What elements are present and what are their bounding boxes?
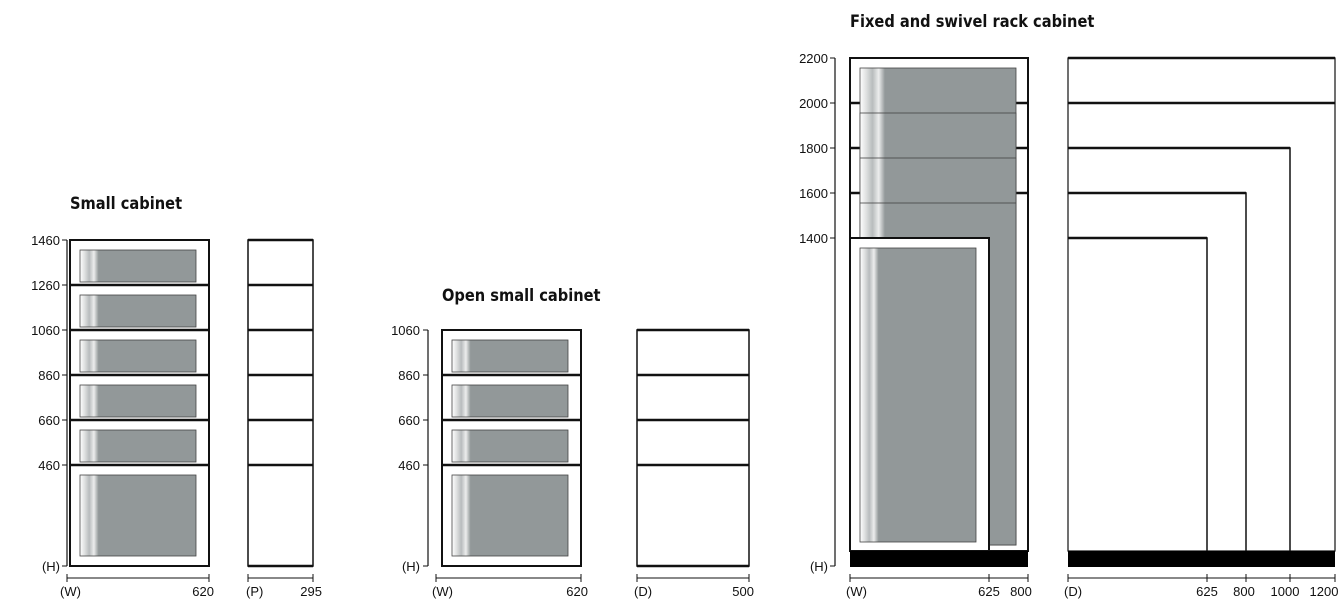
open-door-3 — [451, 429, 569, 463]
small-tick-1460: 1460 — [31, 233, 60, 248]
small-door-2 — [79, 294, 197, 328]
rack-height-label: (H) — [810, 559, 828, 574]
small-door-6 — [79, 474, 197, 557]
open-door-2 — [451, 384, 569, 418]
rack-width-625: 625 — [978, 584, 1000, 599]
rack-tick-2200: 2200 — [799, 51, 828, 66]
small-tick-660: 660 — [38, 413, 60, 428]
open-tick-460: 460 — [398, 458, 420, 473]
small-cabinet-width-axis: (W) 620 (P) 295 — [60, 574, 322, 599]
rack-cabinet-width-axis: (W) 625 800 (D) 625 800 1000 1200 — [846, 574, 1338, 599]
rack-cabinet-side — [1067, 56, 1336, 567]
small-tick-1260: 1260 — [31, 278, 60, 293]
rack-tick-2000: 2000 — [799, 96, 828, 111]
small-width-value: 620 — [192, 584, 214, 599]
open-cabinet-side — [636, 328, 750, 568]
open-cabinet-width-axis: (W) 620 (D) 500 — [432, 574, 754, 599]
open-door-1 — [451, 339, 569, 373]
small-tick-860: 860 — [38, 368, 60, 383]
open-width-label: (W) — [432, 584, 453, 599]
small-cabinet-height-axis: 1460 1260 1060 860 660 460 (H) — [31, 233, 68, 574]
rack-front-base — [850, 551, 1028, 567]
open-width-value: 620 — [566, 584, 588, 599]
rack-cabinet-front — [849, 57, 1029, 567]
open-depth-label: (D) — [634, 584, 652, 599]
small-door-3 — [79, 339, 197, 373]
rack-depth-1200: 1200 — [1310, 584, 1339, 599]
rack-tick-1400: 1400 — [799, 231, 828, 246]
open-tick-860: 860 — [398, 368, 420, 383]
rack-width-label: (W) — [846, 584, 867, 599]
small-depth-value: 295 — [300, 584, 322, 599]
small-door-4 — [79, 384, 197, 418]
small-depth-label: (P) — [246, 584, 263, 599]
small-cabinet-title: Small cabinet — [70, 194, 183, 214]
small-door-1 — [79, 249, 197, 283]
open-tick-660: 660 — [398, 413, 420, 428]
rack-depth-625: 625 — [1196, 584, 1218, 599]
small-tick-460: 460 — [38, 458, 60, 473]
rack-depth-800: 800 — [1233, 584, 1255, 599]
rack-door-1400 — [859, 247, 977, 543]
small-cabinet-front — [69, 239, 210, 567]
rack-cabinet-height-axis: 2200 2000 1800 1600 1400 (H) — [799, 51, 836, 574]
open-tick-1060: 1060 — [391, 323, 420, 338]
rack-cabinet-title: Fixed and swivel rack cabinet — [850, 12, 1095, 32]
small-tick-1060: 1060 — [31, 323, 60, 338]
rack-tick-1800: 1800 — [799, 141, 828, 156]
rack-depth-label: (D) — [1064, 584, 1082, 599]
rack-depth-1000: 1000 — [1271, 584, 1300, 599]
rack-tick-1600: 1600 — [799, 186, 828, 201]
small-height-label: (H) — [42, 559, 60, 574]
small-width-label: (W) — [60, 584, 81, 599]
open-door-4 — [451, 474, 569, 557]
rack-side-base — [1068, 551, 1335, 567]
small-door-5 — [79, 429, 197, 463]
small-cabinet-side — [247, 238, 314, 568]
open-cabinet-height-axis: 1060 860 660 460 (H) — [391, 323, 429, 574]
open-cabinet-front — [441, 329, 582, 567]
rack-width-800: 800 — [1010, 584, 1032, 599]
open-depth-value: 500 — [732, 584, 754, 599]
open-height-label: (H) — [402, 559, 420, 574]
open-small-cabinet-title: Open small cabinet — [442, 286, 601, 306]
